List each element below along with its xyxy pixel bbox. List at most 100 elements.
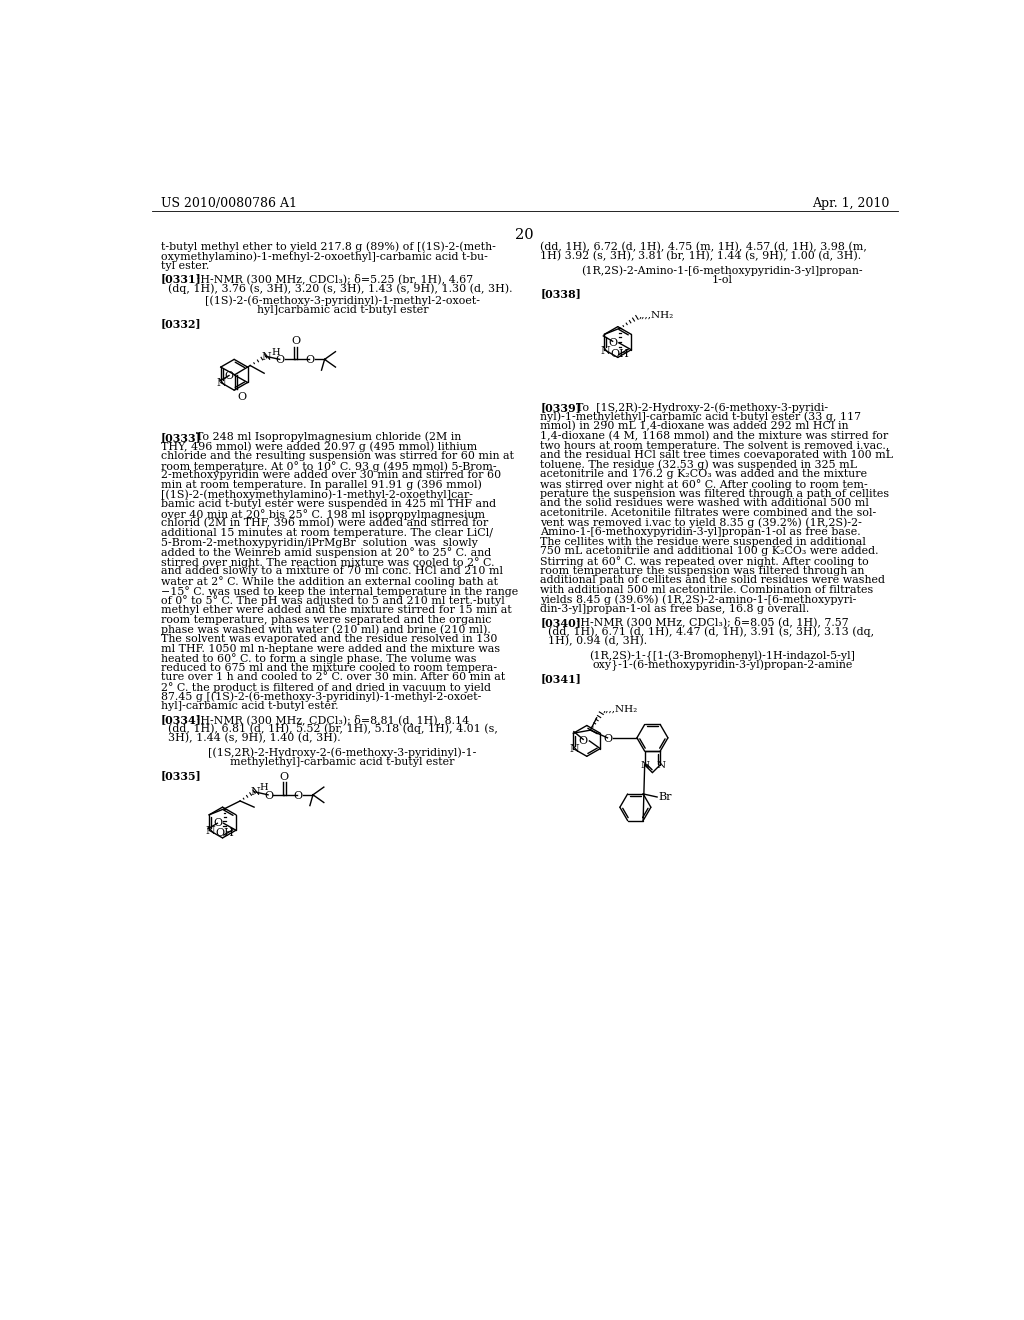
Text: yields 8.45 g (39.6%) (1R,2S)-2-amino-1-[6-methoxypyri-: yields 8.45 g (39.6%) (1R,2S)-2-amino-1-… <box>541 594 857 605</box>
Text: [0332]: [0332] <box>161 318 201 329</box>
Text: nyl)-1-methylethyl]-carbamic acid t-butyl ester (33 g, 117: nyl)-1-methylethyl]-carbamic acid t-buty… <box>541 412 861 422</box>
Text: THY, 496 mmol) were added 20.97 g (495 mmol) lithium: THY, 496 mmol) were added 20.97 g (495 m… <box>161 441 477 451</box>
Text: 1-ol: 1-ol <box>712 275 733 285</box>
Text: room temperature. At 0° to 10° C. 93 g (495 mmol) 5-Brom-: room temperature. At 0° to 10° C. 93 g (… <box>161 461 497 471</box>
Text: 750 mL acetonitrile and additional 100 g K₂CO₃ were added.: 750 mL acetonitrile and additional 100 g… <box>541 546 879 557</box>
Text: ¹H-NMR (300 MHz, CDCl₃); δ=8.81 (d, 1H), 8.14: ¹H-NMR (300 MHz, CDCl₃); δ=8.81 (d, 1H),… <box>197 714 469 725</box>
Text: vent was removed i.vac to yield 8.35 g (39.2%) (1R,2S)-2-: vent was removed i.vac to yield 8.35 g (… <box>541 517 862 528</box>
Text: [0341]: [0341] <box>541 673 582 684</box>
Text: acetonitrile and 176.2 g K₂CO₃ was added and the mixture: acetonitrile and 176.2 g K₂CO₃ was added… <box>541 470 867 479</box>
Text: O: O <box>280 772 289 781</box>
Text: with additional 500 ml acetonitrile. Combination of filtrates: with additional 500 ml acetonitrile. Com… <box>541 585 873 595</box>
Text: OH: OH <box>610 348 630 359</box>
Text: N: N <box>569 744 579 754</box>
Text: O: O <box>294 791 303 800</box>
Text: Stirring at 60° C. was repeated over night. After cooling to: Stirring at 60° C. was repeated over nig… <box>541 556 869 568</box>
Text: O: O <box>213 818 222 828</box>
Text: water at 2° C. While the addition an external cooling bath at: water at 2° C. While the addition an ext… <box>161 576 498 587</box>
Text: O: O <box>237 392 246 401</box>
Text: ¹H-NMR (300 MHz, CDCl₃); δ=8.05 (d, 1H), 7.57: ¹H-NMR (300 MHz, CDCl₃); δ=8.05 (d, 1H),… <box>575 616 849 628</box>
Text: acetonitrile. Acetonitile filtrates were combined and the sol-: acetonitrile. Acetonitile filtrates were… <box>541 508 877 517</box>
Text: O: O <box>579 737 588 746</box>
Text: phase was washed with water (210 ml) and brine (210 ml).: phase was washed with water (210 ml) and… <box>161 624 490 635</box>
Text: US 2010/0080786 A1: US 2010/0080786 A1 <box>161 197 297 210</box>
Text: N: N <box>205 826 215 836</box>
Text: additional path of cellites and the solid residues were washed: additional path of cellites and the soli… <box>541 576 886 585</box>
Text: (dd, 1H), 6.72 (d, 1H), 4.75 (m, 1H), 4.57 (d, 1H), 3.98 (m,: (dd, 1H), 6.72 (d, 1H), 4.75 (m, 1H), 4.… <box>541 242 867 252</box>
Text: 1H), 0.94 (d, 3H).: 1H), 0.94 (d, 3H). <box>548 636 647 647</box>
Text: N: N <box>641 762 650 770</box>
Text: [0338]: [0338] <box>541 288 582 298</box>
Text: OH: OH <box>215 828 234 838</box>
Text: methylethyl]-carbamic acid t-butyl ester: methylethyl]-carbamic acid t-butyl ester <box>230 758 455 767</box>
Text: [0333]: [0333] <box>161 432 202 442</box>
Text: ml THF. 1050 ml n-heptane were added and the mixture was: ml THF. 1050 ml n-heptane were added and… <box>161 644 500 653</box>
Text: (dq, 1H), 3.76 (s, 3H), 3.20 (s, 3H), 1.43 (s, 9H), 1.30 (d, 3H).: (dq, 1H), 3.76 (s, 3H), 3.20 (s, 3H), 1.… <box>168 284 513 294</box>
Text: 87.45 g [(1S)-2-(6-methoxy-3-pyridinyl)-1-methyl-2-oxoet-: 87.45 g [(1S)-2-(6-methoxy-3-pyridinyl)-… <box>161 692 481 702</box>
Text: O: O <box>224 371 233 380</box>
Text: ,,,,NH₂: ,,,,NH₂ <box>639 310 674 319</box>
Text: toluene. The residue (32.53 g) was suspended in 325 mL: toluene. The residue (32.53 g) was suspe… <box>541 459 857 470</box>
Text: The cellites with the residue were suspended in additional: The cellites with the residue were suspe… <box>541 537 866 546</box>
Text: 20: 20 <box>515 227 535 242</box>
Text: N: N <box>656 762 666 770</box>
Text: N: N <box>217 379 226 388</box>
Text: chlorid (2M in THF, 396 mmol) were added and stirred for: chlorid (2M in THF, 396 mmol) were added… <box>161 519 487 529</box>
Text: [(1S,2R)-2-Hydroxy-2-(6-methoxy-3-pyridinyl)-1-: [(1S,2R)-2-Hydroxy-2-(6-methoxy-3-pyridi… <box>209 747 477 758</box>
Text: methyl ether were added and the mixture stirred for 15 min at: methyl ether were added and the mixture … <box>161 605 511 615</box>
Text: O: O <box>608 338 617 347</box>
Text: and the solid residues were washed with additional 500 ml: and the solid residues were washed with … <box>541 499 869 508</box>
Text: ,,,,NH₂: ,,,,NH₂ <box>603 705 638 714</box>
Text: and the residual HCl salt tree times coevaporated with 100 mL: and the residual HCl salt tree times coe… <box>541 450 893 461</box>
Text: [0335]: [0335] <box>161 770 202 780</box>
Text: ¹H-NMR (300 MHz, CDCl₃); δ=5.25 (br, 1H), 4.67: ¹H-NMR (300 MHz, CDCl₃); δ=5.25 (br, 1H)… <box>197 273 473 284</box>
Text: N: N <box>250 788 260 797</box>
Text: mmol) in 290 mL 1,4-dioxane was added 292 ml HCl in: mmol) in 290 mL 1,4-dioxane was added 29… <box>541 421 849 432</box>
Text: hyl]carbamic acid t-butyl ester: hyl]carbamic acid t-butyl ester <box>257 305 428 315</box>
Text: 5-Brom-2-methoxypyridin/iPrMgBr  solution  was  slowly: 5-Brom-2-methoxypyridin/iPrMgBr solution… <box>161 537 477 548</box>
Text: H: H <box>271 348 280 356</box>
Text: and added slowly to a mixture of 70 ml conc. HCl and 210 ml: and added slowly to a mixture of 70 ml c… <box>161 566 503 577</box>
Text: min at room temperature. In parallel 91.91 g (396 mmol): min at room temperature. In parallel 91.… <box>161 480 481 491</box>
Text: was stirred over night at 60° C. After cooling to room tem-: was stirred over night at 60° C. After c… <box>541 479 868 490</box>
Text: To 248 ml Isopropylmagnesium chloride (2M in: To 248 ml Isopropylmagnesium chloride (2… <box>197 432 462 442</box>
Text: 2-methoxypyridin were added over 30 min and stirred for 60: 2-methoxypyridin were added over 30 min … <box>161 470 501 480</box>
Text: tyl ester.: tyl ester. <box>161 261 209 271</box>
Text: (1R,2S)-1-{[1-(3-Bromophenyl)-1H-indazol-5-yl]: (1R,2S)-1-{[1-(3-Bromophenyl)-1H-indazol… <box>590 651 855 661</box>
Text: (1R,2S)-2-Amino-1-[6-methoxypyridin-3-yl]propan-: (1R,2S)-2-Amino-1-[6-methoxypyridin-3-yl… <box>582 265 863 276</box>
Text: N: N <box>261 352 271 362</box>
Text: added to the Weinreb amid suspension at 20° to 25° C. and: added to the Weinreb amid suspension at … <box>161 548 490 558</box>
Text: O: O <box>305 355 314 366</box>
Text: heated to 60° C. to form a single phase. The volume was: heated to 60° C. to form a single phase.… <box>161 653 476 664</box>
Text: hyl]-carbamic acid t-butyl ester.: hyl]-carbamic acid t-butyl ester. <box>161 701 338 711</box>
Text: Apr. 1, 2010: Apr. 1, 2010 <box>812 197 889 210</box>
Text: 1H) 3.92 (s, 3H), 3.81 (br, 1H), 1.44 (s, 9H), 1.00 (d, 3H).: 1H) 3.92 (s, 3H), 3.81 (br, 1H), 1.44 (s… <box>541 251 861 261</box>
Text: [0331]: [0331] <box>161 273 202 285</box>
Text: O: O <box>604 734 612 743</box>
Text: H: H <box>259 783 268 792</box>
Text: [0334]: [0334] <box>161 714 202 725</box>
Text: To  [1S,2R)-2-Hydroxy-2-(6-methoxy-3-pyridi-: To [1S,2R)-2-Hydroxy-2-(6-methoxy-3-pyri… <box>575 403 828 413</box>
Text: [(1S)-2-(6-methoxy-3-pyridinyl)-1-methyl-2-oxoet-: [(1S)-2-(6-methoxy-3-pyridinyl)-1-methyl… <box>205 296 480 306</box>
Text: 3H), 1.44 (s, 9H), 1.40 (d, 3H).: 3H), 1.44 (s, 9H), 1.40 (d, 3H). <box>168 733 341 743</box>
Text: of 0° to 5° C. The pH was adjusted to 5 and 210 ml tert.-butyl: of 0° to 5° C. The pH was adjusted to 5 … <box>161 595 504 606</box>
Text: The solvent was evaporated and the residue resolved in 130: The solvent was evaporated and the resid… <box>161 634 497 644</box>
Text: (dd, 1H), 6.81 (d, 1H), 5.52 (br, 1H), 5.18 (dq, 1H), 4.01 (s,: (dd, 1H), 6.81 (d, 1H), 5.52 (br, 1H), 5… <box>168 723 498 734</box>
Text: over 40 min at 20° bis 25° C. 198 ml isopropylmagnesium: over 40 min at 20° bis 25° C. 198 ml iso… <box>161 508 484 520</box>
Text: additional 15 minutes at room temperature. The clear LiCl/: additional 15 minutes at room temperatur… <box>161 528 493 539</box>
Text: Br: Br <box>658 792 672 803</box>
Text: 2° C. the product is filtered of and dried in vacuum to yield: 2° C. the product is filtered of and dri… <box>161 682 490 693</box>
Text: O: O <box>275 355 285 366</box>
Text: Amino-1-[6-methoxypyridin-3-yl]propan-1-ol as free base.: Amino-1-[6-methoxypyridin-3-yl]propan-1-… <box>541 527 861 537</box>
Text: chloride and the resulting suspension was stirred for 60 min at: chloride and the resulting suspension wa… <box>161 451 514 461</box>
Text: −15° C. was used to keep the internal temperature in the range: −15° C. was used to keep the internal te… <box>161 586 518 597</box>
Text: oxymethylamino)-1-methyl-2-oxoethyl]-carbamic acid t-bu-: oxymethylamino)-1-methyl-2-oxoethyl]-car… <box>161 251 487 261</box>
Text: [0339]: [0339] <box>541 403 582 413</box>
Text: N: N <box>600 346 610 355</box>
Text: [(1S)-2-(methoxymethylamino)-1-methyl-2-oxoethyl]car-: [(1S)-2-(methoxymethylamino)-1-methyl-2-… <box>161 490 472 500</box>
Text: O: O <box>264 791 273 800</box>
Text: [0340]: [0340] <box>541 616 582 628</box>
Text: 1,4-dioxane (4 M, 1168 mmol) and the mixture was stirred for: 1,4-dioxane (4 M, 1168 mmol) and the mix… <box>541 430 889 441</box>
Text: reduced to 675 ml and the mixture cooled to room tempera-: reduced to 675 ml and the mixture cooled… <box>161 663 497 673</box>
Text: perature the suspension was filtered through a path of cellites: perature the suspension was filtered thr… <box>541 488 890 499</box>
